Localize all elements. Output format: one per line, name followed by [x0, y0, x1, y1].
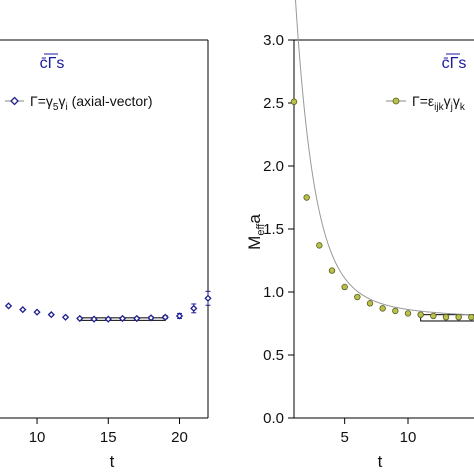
- left-data-point: [118, 314, 127, 323]
- right-data-point: [341, 283, 348, 291]
- right-legend: Γ=εijkγjγk: [386, 93, 466, 113]
- left-x-tick-label: 20: [171, 429, 188, 446]
- right-data-point: [303, 194, 310, 201]
- right-y-tick-label: 1.0: [263, 284, 284, 301]
- left-data-point: [104, 315, 112, 323]
- right-data-point: [468, 314, 474, 321]
- left-chart-title: c̄Γs: [40, 55, 65, 72]
- left-data-point: [204, 290, 212, 306]
- right-y-axis-label: Meffa: [245, 214, 267, 250]
- right-y-tick-label: 2.5: [263, 95, 284, 112]
- left-data-point: [190, 303, 198, 314]
- right-data-point: [328, 267, 336, 274]
- right-chart-title: c̄Γs: [442, 55, 467, 72]
- right-y-tick-label: 0.0: [263, 410, 284, 427]
- right-x-ticks: 5 10: [340, 418, 416, 446]
- right-y-tick-label: 1.5: [263, 221, 284, 238]
- right-x-tick-label: 5: [340, 429, 348, 446]
- right-data-point: [455, 314, 462, 321]
- left-legend-marker: [10, 96, 19, 106]
- right-legend-label: Γ=εijkγjγk: [412, 93, 466, 113]
- left-data-point: [133, 314, 141, 323]
- right-data-point: [404, 310, 412, 317]
- right-y-tick-label: 0.5: [263, 347, 284, 364]
- right-data-points: [290, 98, 474, 321]
- right-data-point: [366, 300, 374, 307]
- right-data-point: [379, 305, 386, 312]
- left-data-points: [4, 290, 212, 323]
- right-y-tick-label: 2.0: [263, 158, 284, 175]
- left-x-tick-label: 15: [100, 429, 117, 446]
- right-x-tick-label: 10: [400, 429, 417, 446]
- right-y-ticks: 0.0 0.5 1.0 1.5 2.0 2.5 3.0: [263, 32, 294, 427]
- right-data-point: [442, 314, 450, 321]
- right-data-point: [417, 311, 424, 318]
- left-data-point: [90, 315, 98, 323]
- left-x-axis-label: t: [110, 452, 115, 471]
- right-fit-curve: [295, 0, 474, 316]
- left-x-ticks: 10 15 20: [29, 418, 188, 446]
- right-legend-marker: [392, 97, 400, 105]
- right-data-point: [290, 98, 298, 105]
- right-data-point: [392, 307, 399, 315]
- right-x-axis-label: t: [378, 452, 383, 471]
- left-data-point: [4, 302, 13, 310]
- left-x-tick-label: 10: [29, 429, 46, 446]
- right-chart: 0.0 0.5 1.0 1.5 2.0 2.5 3.0 5 10 c̄Γs Γ=εijkγjγ…: [245, 0, 474, 471]
- left-data-point: [33, 308, 41, 316]
- left-data-point: [19, 306, 27, 314]
- left-data-point: [76, 314, 84, 323]
- left-data-point: [147, 314, 155, 322]
- left-legend: Γ=γ5γi (axial-vector): [5, 93, 152, 113]
- right-data-point: [316, 242, 323, 249]
- right-y-tick-label: 3.0: [263, 32, 284, 49]
- left-data-point: [161, 313, 169, 321]
- left-chart: 10 15 20 c̄Γs Γ=γ5γi (axial-vector) t: [0, 39, 212, 471]
- left-legend-label: Γ=γ5γi (axial-vector): [30, 93, 152, 113]
- right-data-point: [430, 312, 437, 320]
- right-data-point: [354, 293, 361, 301]
- left-data-point: [61, 313, 70, 321]
- left-data-point: [175, 312, 184, 320]
- left-data-point: [47, 311, 55, 319]
